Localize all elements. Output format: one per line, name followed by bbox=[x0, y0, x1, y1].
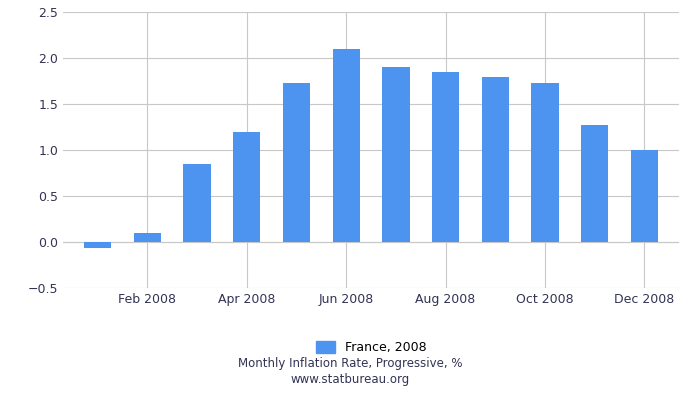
Bar bbox=[631, 150, 658, 242]
Text: www.statbureau.org: www.statbureau.org bbox=[290, 374, 410, 386]
Bar bbox=[134, 233, 161, 242]
Bar bbox=[332, 49, 360, 242]
Legend: France, 2008: France, 2008 bbox=[311, 336, 431, 359]
Bar bbox=[531, 83, 559, 242]
Bar bbox=[581, 125, 608, 242]
Bar bbox=[482, 77, 509, 242]
Bar bbox=[233, 132, 260, 242]
Bar bbox=[432, 72, 459, 242]
Bar bbox=[382, 67, 410, 242]
Bar bbox=[84, 242, 111, 248]
Bar bbox=[283, 83, 310, 242]
Text: Monthly Inflation Rate, Progressive, %: Monthly Inflation Rate, Progressive, % bbox=[238, 358, 462, 370]
Bar bbox=[183, 164, 211, 242]
